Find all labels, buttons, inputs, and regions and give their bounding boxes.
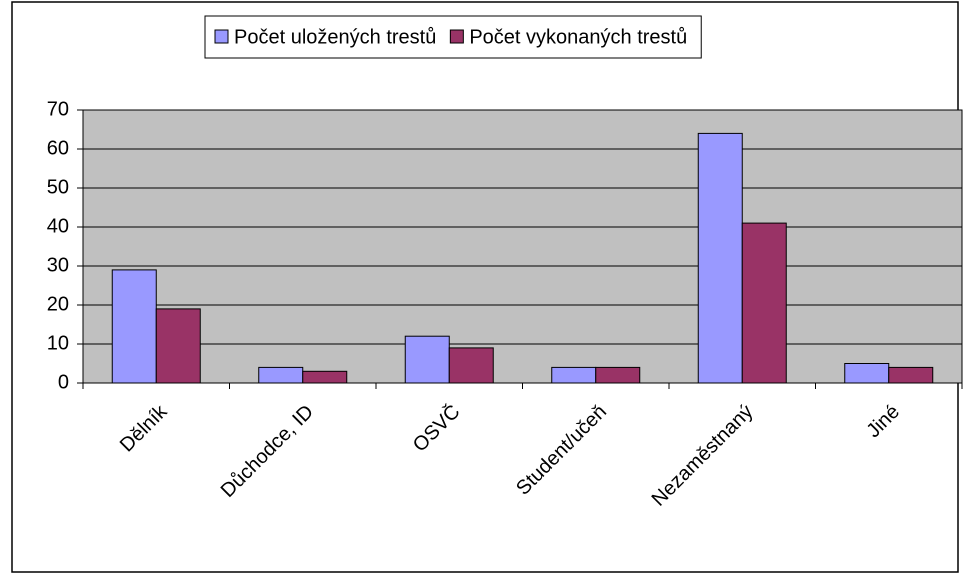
y-tick-label: 30: [47, 254, 69, 276]
legend: Počet uložených trestů Počet vykonaných t…: [204, 15, 702, 59]
bar: [551, 366, 597, 384]
legend-label: Počet uložených trestů: [234, 26, 436, 48]
y-tick-label: 0: [58, 371, 69, 393]
bar: [697, 132, 743, 384]
bar: [404, 335, 450, 384]
bar: [595, 366, 641, 384]
bar: [448, 347, 494, 384]
y-tick-label: 10: [47, 332, 69, 354]
bar: [155, 308, 201, 384]
bar: [302, 370, 348, 384]
y-tick-label: 20: [47, 293, 69, 315]
bar: [888, 366, 934, 384]
bar: [111, 269, 157, 384]
bar: [741, 222, 787, 384]
legend-label: Počet vykonaných trestů: [469, 26, 687, 48]
bar: [844, 363, 890, 384]
plot-area: [83, 110, 962, 383]
y-tick-label: 60: [47, 137, 69, 159]
y-tick-label: 40: [47, 215, 69, 237]
legend-swatch: [449, 29, 464, 44]
y-tick-label: 70: [47, 98, 69, 120]
bar: [258, 366, 304, 384]
y-tick-label: 50: [47, 176, 69, 198]
legend-swatch: [214, 29, 229, 44]
